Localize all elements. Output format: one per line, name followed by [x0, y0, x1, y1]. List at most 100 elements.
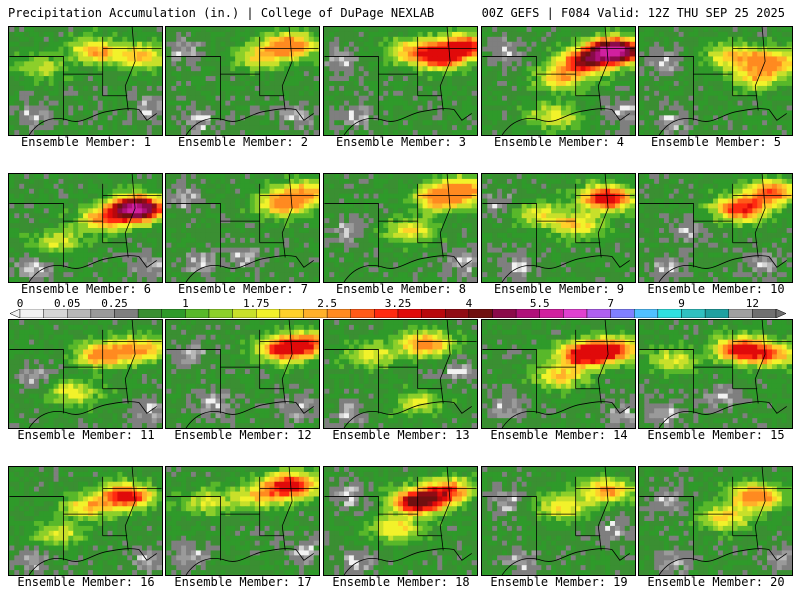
precip-cell — [156, 257, 162, 263]
precip-cell — [215, 223, 221, 229]
precip-cell — [398, 85, 404, 92]
precip-cell — [63, 105, 69, 111]
precip-cell — [551, 130, 557, 135]
precip-cell — [24, 120, 30, 126]
precip-cell — [107, 174, 113, 180]
precip-cell — [688, 85, 694, 92]
precip-cell — [575, 115, 582, 121]
precip-cell — [92, 105, 99, 111]
precip-cell — [230, 237, 236, 244]
precip-cell — [195, 76, 202, 82]
precip-cell — [146, 193, 153, 200]
precip-cell — [393, 76, 399, 82]
precip-cell — [298, 267, 305, 273]
precip-cell — [53, 85, 59, 92]
precip-cell — [200, 257, 207, 263]
precip-cell — [678, 46, 685, 53]
precip-cell — [225, 100, 231, 107]
precip-cell — [9, 130, 15, 135]
precip-cell — [737, 110, 743, 116]
precip-cell — [78, 242, 84, 249]
precip-cell — [393, 61, 399, 67]
precip-cell — [334, 27, 340, 33]
precip-cell — [294, 174, 300, 180]
precip-cell — [308, 198, 315, 204]
precip-cell — [334, 100, 340, 107]
precip-cell — [708, 120, 714, 126]
precip-cell — [348, 76, 355, 82]
precip-cell — [580, 46, 586, 53]
precip-cell — [117, 213, 123, 219]
precip-cell — [722, 115, 729, 121]
precip-cell — [200, 46, 207, 53]
precip-cell — [471, 178, 477, 185]
precip-cell — [388, 76, 394, 82]
precip-cell — [683, 46, 689, 53]
precip-cell — [181, 267, 187, 273]
precip-cell — [466, 130, 473, 135]
precip-cell — [166, 85, 172, 92]
precip-cell — [497, 110, 503, 116]
precip-cell — [565, 61, 572, 67]
precip-cell — [422, 27, 428, 33]
precip-cell — [205, 272, 212, 278]
precip-cell — [649, 81, 655, 87]
precip-cell — [417, 110, 424, 116]
precip-cell — [146, 31, 153, 38]
precip-cell — [195, 203, 202, 209]
precip-cell — [289, 213, 295, 219]
precip-cell — [210, 90, 216, 97]
precip-cell — [29, 36, 35, 43]
precip-cell — [762, 95, 768, 102]
precip-cell — [24, 36, 30, 43]
precip-cell — [225, 85, 231, 92]
precip-cell — [29, 71, 35, 77]
precip-cell — [526, 46, 532, 53]
precip-cell — [708, 81, 714, 87]
precip-cell — [200, 66, 207, 72]
precip-cell — [235, 81, 241, 87]
precip-cell — [742, 31, 748, 38]
precip-cell — [48, 213, 55, 219]
precip-cell — [742, 76, 748, 82]
precip-cell — [546, 95, 552, 102]
precip-cell — [127, 223, 133, 229]
precip-cell — [560, 81, 567, 87]
precip-cell — [308, 90, 315, 97]
precip-cell — [614, 56, 621, 62]
precip-cell — [137, 31, 143, 38]
precip-cell — [132, 130, 138, 135]
precip-cell — [737, 115, 743, 121]
precip-cell — [190, 81, 197, 87]
precip-cell — [63, 247, 69, 254]
precip-cell — [556, 130, 562, 135]
precip-cell — [334, 76, 340, 82]
precip-cell — [210, 213, 216, 219]
precip-cell — [693, 90, 699, 97]
precip-cell — [190, 76, 197, 82]
precip-cell — [73, 208, 79, 214]
precip-cell — [127, 110, 133, 116]
precip-cell — [92, 31, 99, 38]
precip-cell — [521, 31, 528, 38]
precip-cell — [506, 51, 513, 57]
precip-cell — [68, 61, 74, 67]
precip-cell — [683, 56, 689, 62]
precip-cell — [83, 223, 89, 229]
precip-cell — [492, 100, 498, 107]
precip-cell — [215, 174, 221, 180]
precip-cell — [97, 228, 104, 234]
precip-cell — [565, 130, 572, 135]
precip-cell — [230, 208, 236, 214]
precip-cell — [215, 100, 221, 107]
precip-cell — [186, 46, 192, 53]
precip-cell — [73, 203, 79, 209]
precip-cell — [585, 120, 591, 126]
precip-cell — [166, 174, 172, 180]
precip-cell — [259, 193, 266, 200]
precip-cell — [516, 36, 523, 43]
precip-cell — [87, 110, 94, 116]
precip-cell — [210, 120, 216, 126]
precip-cell — [417, 66, 424, 72]
precip-cell — [122, 110, 128, 116]
